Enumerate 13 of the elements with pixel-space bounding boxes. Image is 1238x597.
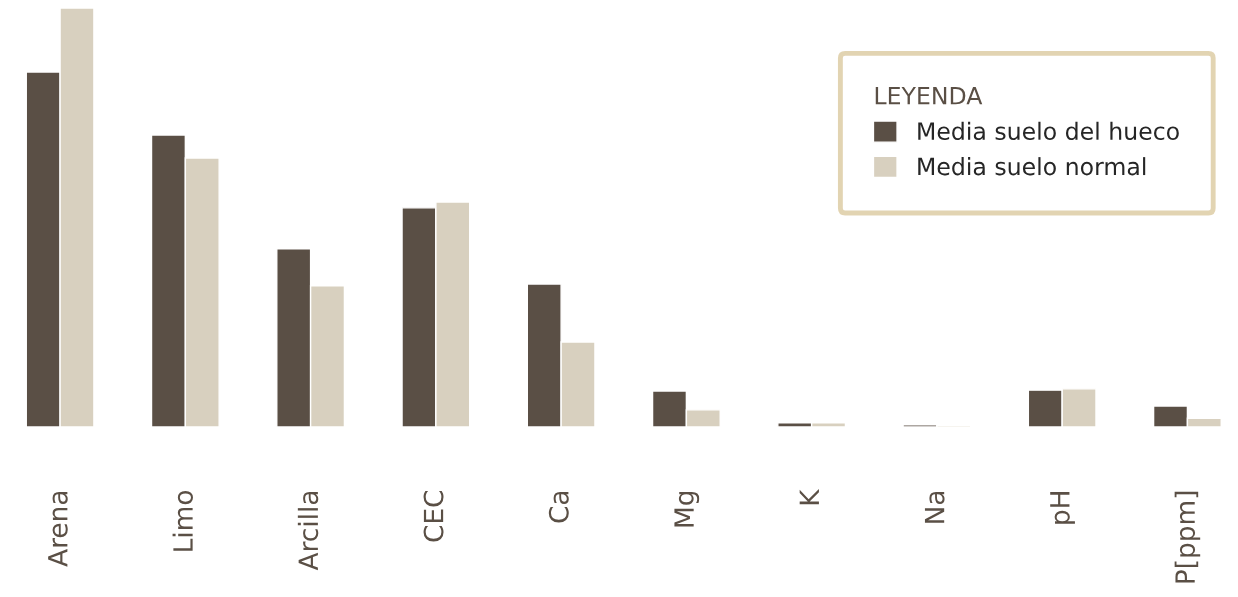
x-tick-label: Arena [48,491,68,567]
x-tick-label: Arcilla [297,491,319,571]
x-tick-label: Ca [548,491,569,523]
x-tick-label: CEC [423,490,444,542]
legend-label: Media suelo del hueco [918,121,1179,141]
legend-title: LEYENDA [875,87,983,105]
x-tick-label: K [799,488,819,505]
x-tick-label: pH [1050,492,1075,524]
x-tick-label: Na [924,491,945,523]
x-tick-label: P[ppm] [1174,491,1201,583]
legend-label: Media suelo normal [918,157,1146,176]
x-tick-label: Mg [674,491,700,527]
x-tick-label: Limo [172,490,193,551]
